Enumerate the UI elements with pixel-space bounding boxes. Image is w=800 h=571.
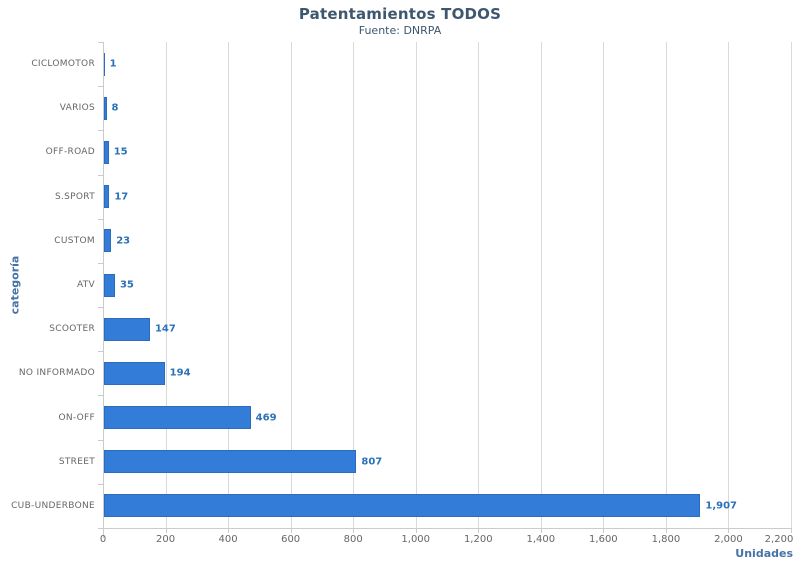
chart-title: Patentamientos TODOS — [298, 5, 502, 23]
bar-value-label: 15 — [113, 146, 128, 158]
x-axis-tick — [415, 528, 417, 533]
bar[interactable] — [104, 406, 251, 430]
x-tick-label: 1,400 — [526, 534, 556, 545]
bar-value-label: 147 — [154, 323, 176, 335]
category-label: CUB-UNDERBONE — [11, 500, 95, 511]
x-axis-tick — [478, 528, 480, 533]
bar-value-label: 17 — [114, 191, 129, 203]
grid-line — [290, 42, 292, 528]
bar[interactable] — [104, 185, 110, 209]
x-tick-label: 1,200 — [463, 534, 493, 545]
bar[interactable] — [104, 273, 115, 297]
x-axis-tick — [603, 528, 605, 533]
y-axis-tick — [98, 42, 103, 43]
grid-line — [791, 42, 792, 528]
y-axis-tick — [98, 395, 103, 397]
bar[interactable] — [104, 361, 165, 385]
plot-area: 1 8 15 17 23 35 147 194 469 807 1,907 — [98, 42, 792, 538]
y-axis-tick — [98, 174, 103, 176]
y-axis-tick — [98, 528, 103, 529]
x-axis-tick — [728, 528, 730, 533]
category-label: NO INFORMADO — [18, 368, 95, 379]
y-axis-tick — [98, 351, 103, 353]
bar[interactable] — [104, 52, 105, 76]
category-label: OFF-ROAD — [45, 147, 95, 158]
category-label: S.SPORT — [55, 191, 95, 202]
bar-value-label: 469 — [255, 412, 277, 424]
bar-value-label: 35 — [119, 279, 134, 291]
x-tick-label: 1,000 — [401, 534, 431, 545]
x-axis-tick — [353, 528, 355, 533]
bar-value-label: 23 — [116, 235, 131, 247]
x-axis-tick — [228, 528, 230, 533]
category-label: CICLOMOTOR — [31, 59, 95, 70]
bar[interactable] — [104, 96, 107, 120]
bar[interactable] — [104, 229, 112, 253]
y-axis-tick — [98, 262, 103, 264]
category-label: CUSTOM — [54, 235, 95, 246]
y-axis-title: categoría — [8, 255, 22, 315]
x-tick-label: 0 — [99, 534, 107, 545]
grid-line — [603, 42, 605, 528]
x-tick-label: 800 — [343, 534, 363, 545]
grid-line — [415, 42, 417, 528]
bar-value-label: 1,907 — [705, 500, 737, 512]
x-axis-title: Unidades — [735, 547, 793, 560]
category-label: STREET — [58, 456, 95, 467]
grid-line — [353, 42, 355, 528]
category-label: SCOOTER — [49, 324, 95, 335]
grid-line — [165, 42, 167, 528]
x-axis-tick — [665, 528, 667, 533]
category-label: ATV — [76, 280, 95, 290]
x-tick-label: 200 — [155, 534, 176, 545]
x-axis-tick — [165, 528, 167, 533]
y-axis-tick — [98, 86, 103, 88]
bar[interactable] — [104, 317, 150, 341]
bar-value-label: 8 — [111, 102, 119, 114]
x-axis-tick — [290, 528, 292, 533]
bar[interactable] — [104, 450, 357, 474]
y-axis-line — [103, 42, 104, 538]
x-tick-label: 400 — [218, 534, 238, 545]
x-axis-tick — [540, 528, 542, 533]
bar-value-label: 1 — [109, 58, 117, 70]
grid-line — [540, 42, 542, 528]
y-axis-tick — [98, 307, 103, 309]
x-axis-tick — [791, 528, 792, 533]
bar[interactable] — [104, 140, 109, 164]
bar-value-label: 807 — [361, 456, 383, 468]
grid-line — [228, 42, 230, 528]
y-axis-tick — [98, 483, 103, 485]
x-tick-label: 1,600 — [589, 534, 618, 545]
category-label: VARIOS — [59, 103, 95, 114]
y-axis-tick — [98, 130, 103, 132]
bar-value-label: 194 — [169, 367, 191, 379]
x-tick-label: 1,800 — [651, 534, 681, 545]
bar[interactable] — [104, 494, 701, 518]
category-label: ON-OFF — [58, 412, 95, 423]
chart-subtitle: Fuente: DNRPA — [358, 24, 442, 37]
grid-line — [478, 42, 480, 528]
x-tick-label: 600 — [281, 534, 301, 545]
y-axis-tick — [98, 439, 103, 441]
x-axis-line — [103, 528, 791, 529]
x-tick-label: 2,000 — [714, 534, 743, 545]
grid-line — [665, 42, 667, 528]
y-axis-tick — [98, 218, 103, 220]
grid-line — [728, 42, 730, 528]
x-tick-label: 2,200 — [764, 534, 794, 545]
